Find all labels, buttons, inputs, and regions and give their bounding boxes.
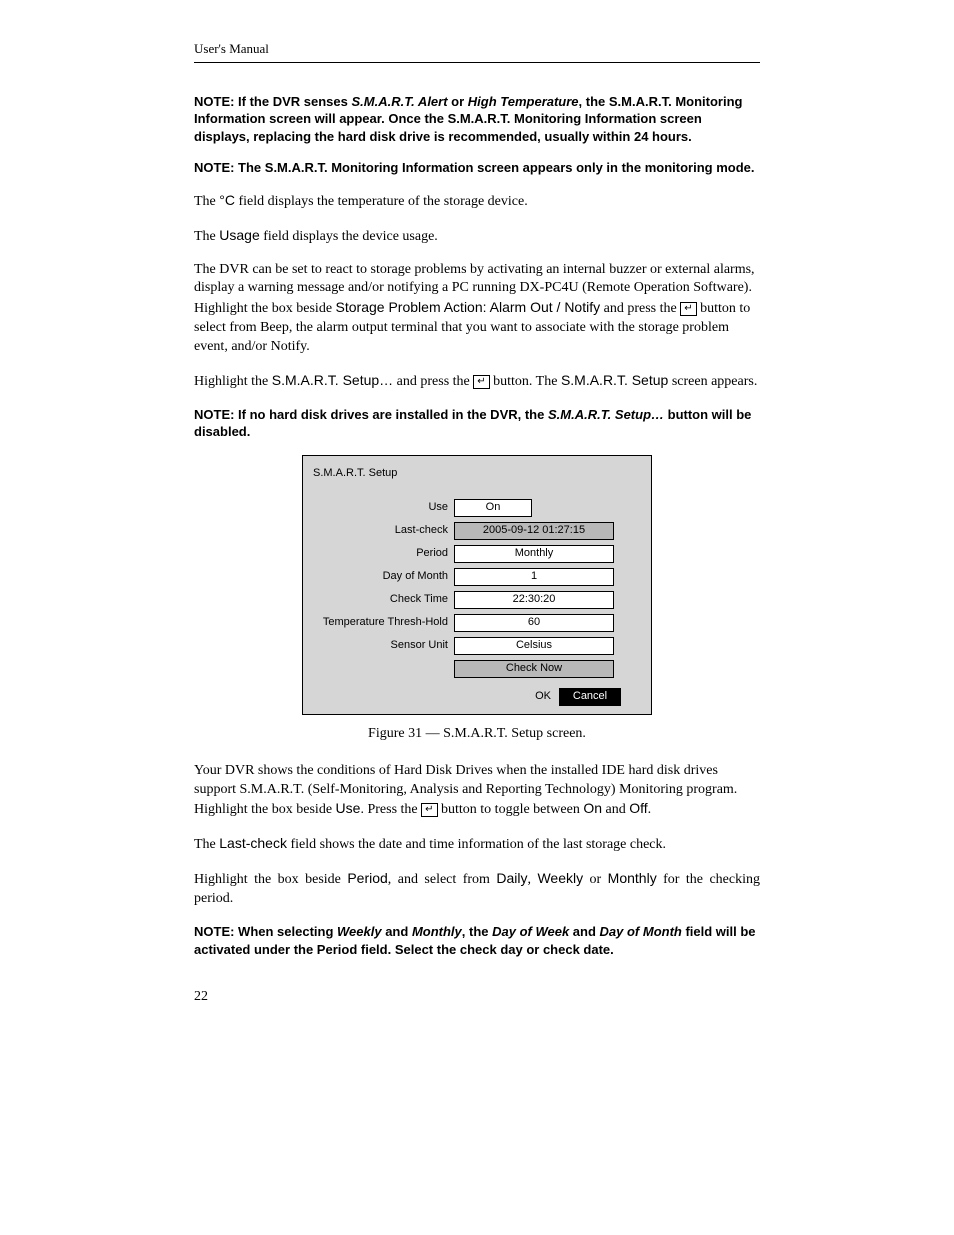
t: High Temperature (468, 94, 579, 109)
check-now-button[interactable]: Check Now (454, 660, 614, 678)
label-weekly: Weekly (537, 870, 583, 886)
para-conditions: Your DVR shows the conditions of Hard Di… (194, 762, 760, 821)
enter-icon: ↵ (680, 302, 696, 316)
t: The (194, 837, 219, 852)
t: , (528, 872, 538, 887)
cancel-button[interactable]: Cancel (559, 688, 621, 706)
label-unit: Sensor Unit (309, 638, 454, 653)
enter-icon: ↵ (473, 375, 489, 389)
t: Highlight the box beside (194, 872, 347, 887)
para-degc: The °C field displays the temperature of… (194, 191, 760, 212)
t: . (648, 802, 652, 817)
note-monitor-mode: NOTE: The S.M.A.R.T. Monitoring Informat… (194, 159, 760, 177)
t: NOTE: If the DVR senses (194, 94, 351, 109)
t: S.M.A.R.T. Setup… (548, 407, 664, 422)
t: or (583, 872, 608, 887)
t: The (194, 194, 219, 209)
label-period: Period (309, 546, 454, 561)
label-smart-setup: S.M.A.R.T. Setup… (272, 372, 393, 388)
label-lastcheck: Last-check (309, 523, 454, 538)
para-storage-problem: The DVR can be set to react to storage p… (194, 261, 760, 357)
t: The (194, 229, 219, 244)
row-period: Period Monthly (309, 545, 645, 563)
row-thresh: Temperature Thresh-Hold 60 (309, 614, 645, 632)
page-number: 22 (194, 988, 760, 1007)
field-use[interactable]: On (454, 499, 532, 517)
figure-caption: Figure 31 — S.M.A.R.T. Setup screen. (194, 725, 760, 744)
note-no-hdd: NOTE: If no hard disk drives are install… (194, 406, 760, 441)
t: , and select from (388, 872, 497, 887)
t: button to toggle between (438, 802, 584, 817)
label-degc: °C (219, 192, 235, 208)
t: . Press the (360, 802, 421, 817)
para-smart-setup: Highlight the S.M.A.R.T. Setup… and pres… (194, 371, 760, 392)
t: field displays the temperature of the st… (235, 194, 528, 209)
t: Highlight the (194, 374, 272, 389)
dialog-title: S.M.A.R.T. Setup (309, 462, 645, 499)
note-smart-alert: NOTE: If the DVR senses S.M.A.R.T. Alert… (194, 93, 760, 146)
row-use: Use On (309, 499, 645, 517)
manual-page: User's Manual NOTE: If the DVR senses S.… (0, 0, 954, 1235)
t: button. The (490, 374, 561, 389)
para-usage: The Usage field displays the device usag… (194, 226, 760, 247)
field-period[interactable]: Monthly (454, 545, 614, 563)
note-weekly-monthly: NOTE: When selecting Weekly and Monthly,… (194, 923, 760, 958)
label-daily: Daily (496, 870, 527, 886)
field-lastcheck: 2005-09-12 01:27:15 (454, 522, 614, 540)
ok-button[interactable]: OK (511, 689, 551, 704)
t: or (448, 94, 468, 109)
row-checktime: Check Time 22:30:20 (309, 591, 645, 609)
label-lastcheck-inline: Last-check (219, 835, 287, 851)
t: and (569, 924, 599, 939)
t: , the (462, 924, 492, 939)
smart-setup-dialog: S.M.A.R.T. Setup Use On Last-check 2005-… (302, 455, 652, 715)
running-head: User's Manual (194, 40, 760, 63)
t: S.M.A.R.T. Alert (351, 94, 447, 109)
enter-icon: ↵ (421, 803, 437, 817)
label-use-inline: Use (336, 800, 361, 816)
t: NOTE: When selecting (194, 924, 337, 939)
t: and press the (600, 301, 680, 316)
t: and press the (393, 374, 473, 389)
row-lastcheck: Last-check 2005-09-12 01:27:15 (309, 522, 645, 540)
row-unit: Sensor Unit Celsius (309, 637, 645, 655)
label-checktime: Check Time (309, 592, 454, 607)
label-usage: Usage (219, 227, 259, 243)
label-on: On (583, 800, 602, 816)
t: NOTE: If no hard disk drives are install… (194, 407, 548, 422)
field-thresh[interactable]: 60 (454, 614, 614, 632)
t: field displays the device usage. (260, 229, 438, 244)
para-lastcheck: The Last-check field shows the date and … (194, 834, 760, 855)
t: Monthly (412, 924, 462, 939)
para-period: Highlight the box beside Period, and sel… (194, 869, 760, 909)
label-off: Off (629, 800, 647, 816)
label-thresh: Temperature Thresh-Hold (309, 615, 454, 630)
label-storage-action: Storage Problem Action: Alarm Out / Noti… (336, 299, 601, 315)
label-use: Use (309, 500, 454, 515)
t: Weekly (337, 924, 382, 939)
t: Day of Week (492, 924, 569, 939)
t: field shows the date and time informatio… (287, 837, 666, 852)
dialog-button-row: OK Cancel (309, 688, 645, 706)
row-checknow: Check Now (309, 660, 645, 678)
field-checktime[interactable]: 22:30:20 (454, 591, 614, 609)
field-dom[interactable]: 1 (454, 568, 614, 586)
t: screen appears. (668, 374, 757, 389)
row-dom: Day of Month 1 (309, 568, 645, 586)
field-unit[interactable]: Celsius (454, 637, 614, 655)
t: and (382, 924, 412, 939)
label-period-inline: Period (347, 870, 387, 886)
label-monthly: Monthly (608, 870, 657, 886)
label-dom: Day of Month (309, 569, 454, 584)
label-smart-setup-screen: S.M.A.R.T. Setup (561, 372, 668, 388)
t: and (602, 802, 629, 817)
t: Day of Month (600, 924, 682, 939)
